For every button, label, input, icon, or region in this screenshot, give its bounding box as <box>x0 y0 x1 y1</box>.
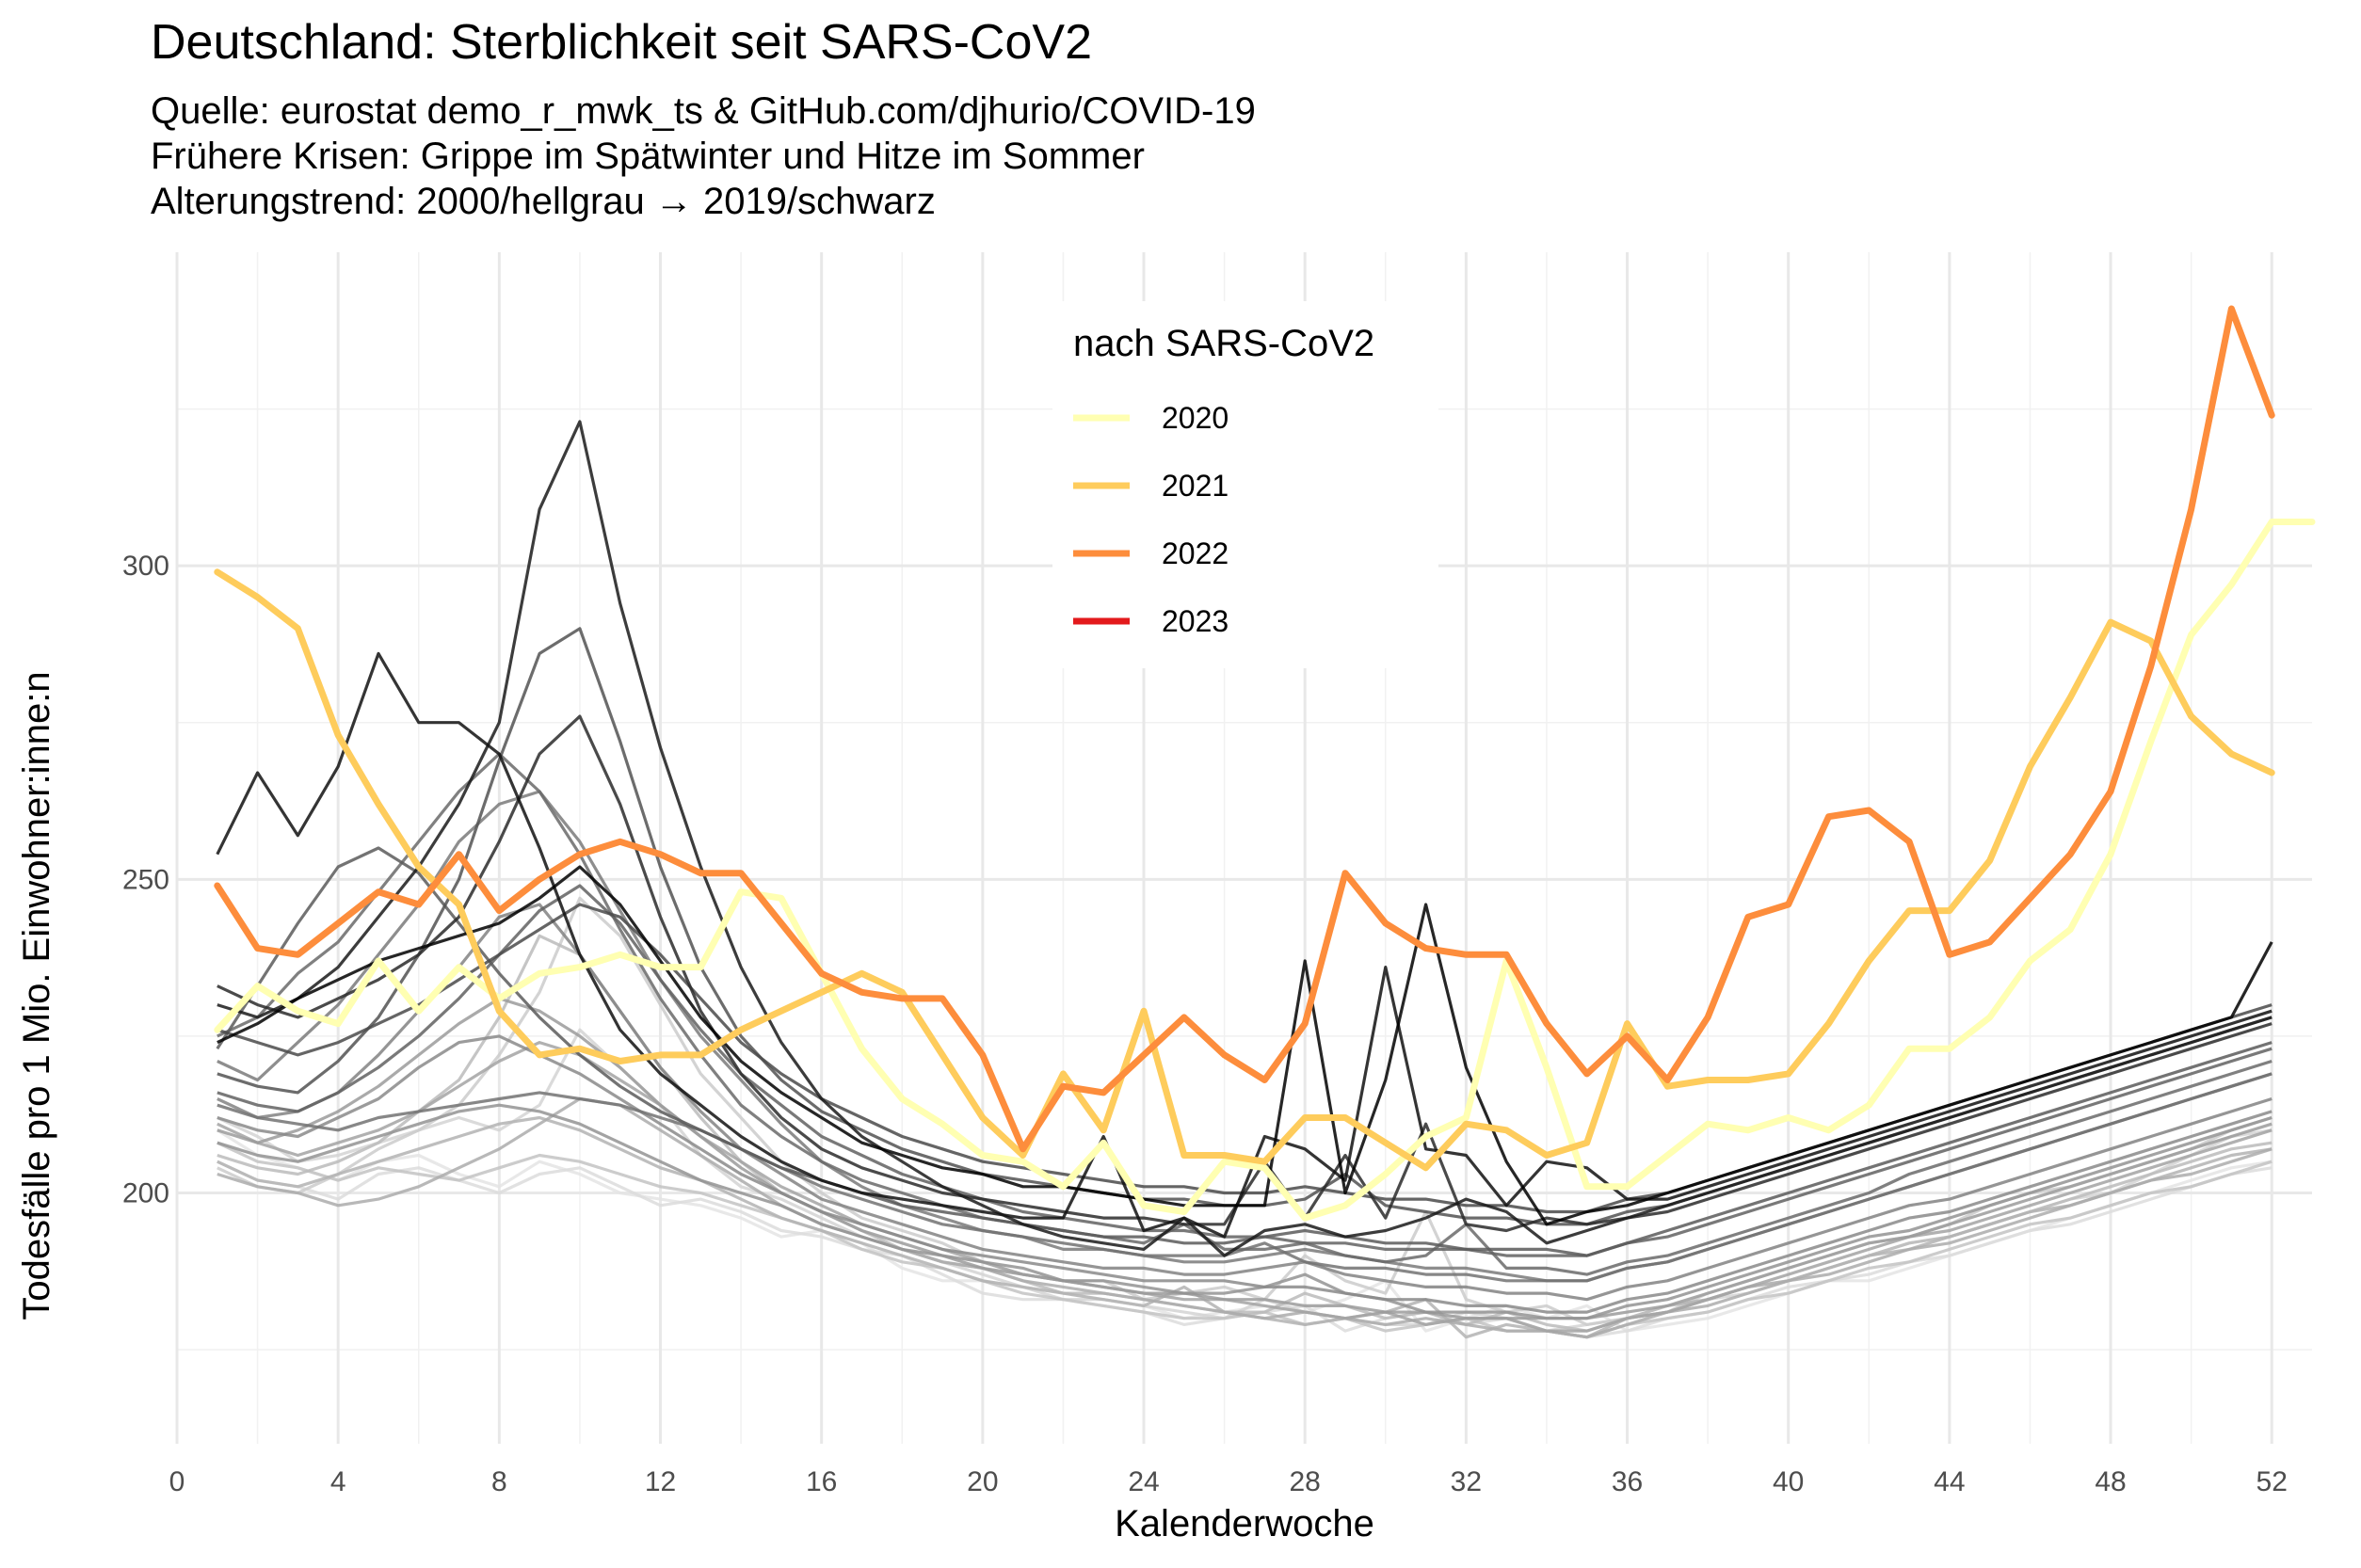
legend-label-2022: 2022 <box>1162 536 1229 570</box>
y-tick-label: 250 <box>122 864 169 895</box>
series-line-black-b <box>217 420 2273 1257</box>
x-tick-label: 20 <box>967 1466 998 1497</box>
series-line-2012 <box>217 903 2273 1302</box>
y-tick-label: 200 <box>122 1177 169 1208</box>
x-tick-label: 0 <box>169 1466 185 1497</box>
legend-label-2023: 2023 <box>1162 604 1229 638</box>
x-tick-label: 12 <box>645 1466 676 1497</box>
series-line-2005 <box>217 934 2273 1333</box>
series-line-2009 <box>217 997 2273 1320</box>
x-tick-label: 48 <box>2095 1466 2126 1497</box>
series-line-black-c <box>216 651 2273 1239</box>
grid-major <box>175 252 2312 1444</box>
x-tick-label: 40 <box>1773 1466 1804 1497</box>
background-series <box>216 420 2273 1339</box>
series-line-2011 <box>217 1034 2273 1314</box>
series-line-2020 <box>214 519 2316 1222</box>
subtitle-trend: Alterungstrend: 2000/hellgrau → 2019/sch… <box>151 181 936 222</box>
x-tick-label: 4 <box>330 1466 346 1497</box>
y-tick-labels: 200 250 300 <box>122 551 169 1208</box>
x-tick-label: 52 <box>2257 1466 2288 1497</box>
series-line-2007 <box>217 1096 2273 1339</box>
series-line-2010 <box>217 1103 2273 1320</box>
x-tick-label: 8 <box>491 1466 507 1497</box>
x-tick-label: 36 <box>1612 1466 1643 1497</box>
legend-label-2021: 2021 <box>1162 469 1229 503</box>
x-tick-label: 44 <box>1934 1466 1965 1497</box>
subtitle-crises: Frühere Krisen: Grippe im Spätwinter und… <box>151 136 1145 177</box>
series-line-2017 <box>216 846 2273 1257</box>
y-axis-title: Todesfälle pro 1 Mio. Einwohner:inne:n <box>16 671 57 1320</box>
x-axis-title: Kalenderwoche <box>1115 1503 1374 1544</box>
series-line-2015 <box>217 752 2273 1276</box>
x-tick-label: 32 <box>1451 1466 1482 1497</box>
series-line-2021 <box>214 568 2275 1172</box>
subtitle-source: Quelle: eurostat demo_r_mwk_ts & GitHub.… <box>151 90 1256 132</box>
legend-label-2020: 2020 <box>1162 401 1229 435</box>
series-line-black-a <box>217 714 2273 1233</box>
grid-minor <box>177 252 2312 1444</box>
chart-title: Deutschland: Sterblichkeit seit SARS-CoV… <box>151 15 1093 70</box>
legend: nach SARS-CoV2 2020 2021 2022 2023 <box>1052 301 1438 668</box>
series-line-2022 <box>214 305 2275 1153</box>
x-tick-label: 16 <box>806 1466 837 1497</box>
x-tick-labels: 0 4 8 12 16 20 24 28 32 36 40 44 48 52 <box>169 1466 2288 1497</box>
highlight-series <box>214 305 2316 1222</box>
y-tick-label: 300 <box>122 551 169 582</box>
x-tick-label: 24 <box>1128 1466 1159 1497</box>
legend-title: nach SARS-CoV2 <box>1073 323 1374 364</box>
x-tick-label: 28 <box>1290 1466 1321 1497</box>
series-line-black-d <box>217 865 2273 1226</box>
